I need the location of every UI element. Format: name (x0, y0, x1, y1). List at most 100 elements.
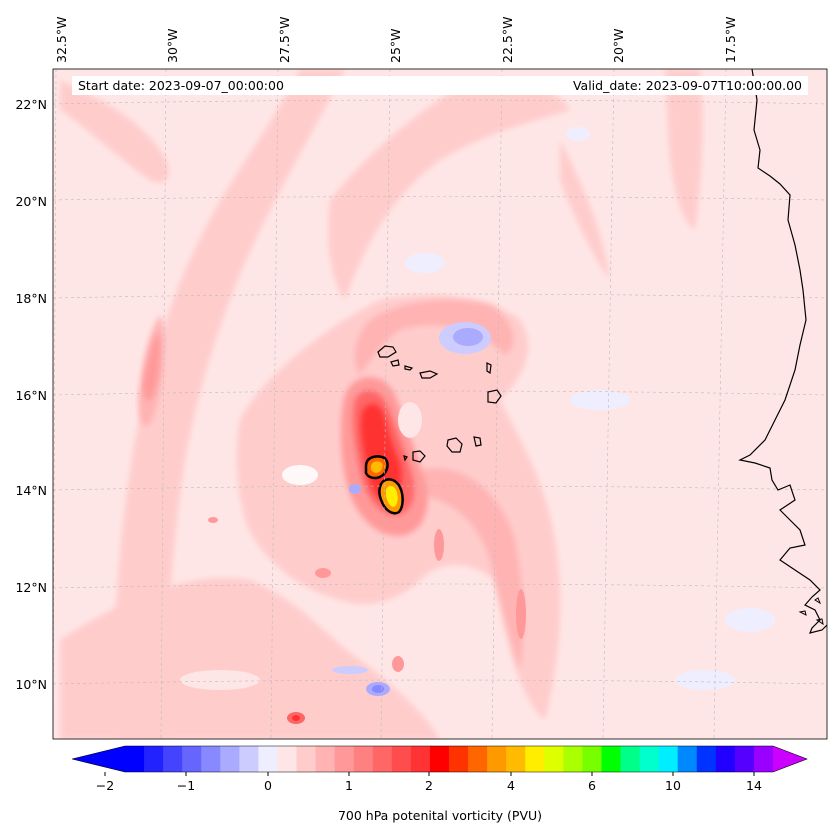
colorbar-swatch (696, 746, 717, 772)
pv-hot-core-south-inner (386, 485, 398, 507)
colorbar-swatch (239, 746, 259, 772)
colorbar: −2 −1 0 1 2 4 6 10 14 (71, 745, 808, 793)
colorbar-swatch (525, 746, 545, 772)
lat-label: 22°N (15, 97, 47, 112)
colorbar-swatch (449, 746, 469, 772)
colorbar-swatch (258, 746, 278, 772)
pv-hot-core-contour (364, 455, 404, 515)
pv-north-arc (60, 80, 169, 183)
colorbar-swatch (582, 746, 602, 772)
valid-date-label: Valid_date: 2023-09-07T10:00:00.00 (402, 76, 808, 95)
colorbar-swatch (201, 746, 221, 772)
colorbar-swatch (639, 746, 660, 772)
colorbar-swatch (353, 746, 374, 772)
pv-north-strip (328, 79, 570, 300)
pv-neg-patch (570, 390, 630, 410)
colorbar-swatch (506, 746, 526, 772)
colorbar-swatch (487, 746, 507, 772)
lat-label: 12°N (15, 580, 47, 595)
pv-band-west-core2 (143, 332, 161, 401)
colorbar-swatch (715, 746, 736, 772)
lat-label: 20°N (15, 194, 47, 209)
colorbar-swatch (315, 746, 336, 772)
lat-label: 10°N (15, 677, 47, 692)
colorbar-over-arrow (773, 746, 807, 772)
colorbar-tick-label: 10 (665, 778, 681, 793)
colorbar-under-arrow (72, 746, 125, 772)
pv-gap (180, 670, 260, 690)
pv-spot (516, 589, 526, 639)
colorbar-tick-label: −2 (96, 778, 114, 793)
pv-neg-patch (349, 484, 361, 494)
colorbar-swatch (372, 746, 393, 772)
lat-label: 16°N (15, 388, 47, 403)
graticule (53, 69, 827, 739)
pv-neg-patch (675, 670, 735, 690)
longitude-labels: 32.5°W 30°W 27.5°W 25°W 22.5°W 20°W 17.5… (54, 17, 738, 63)
colorbar-swatch (182, 746, 202, 772)
lon-label: 30°W (165, 28, 180, 63)
colorbar-swatch (677, 746, 698, 772)
lon-label: 27.5°W (277, 17, 292, 63)
colorbar-tick-label: −1 (177, 778, 195, 793)
colorbar-swatch (753, 746, 774, 772)
colorbar-swatch (410, 746, 431, 772)
colorbar-swatch (296, 746, 317, 772)
lon-label: 25°W (388, 28, 403, 63)
colorbar-swatch (144, 746, 164, 772)
pv-south-region (60, 578, 440, 739)
colorbar-swatch (220, 746, 240, 772)
latitude-labels: 22°N 20°N 18°N 16°N 14°N 12°N 10°N (15, 97, 47, 692)
pv-neg-patch (332, 666, 368, 674)
pv-neg-patch (566, 127, 590, 141)
coastline-bijagos (798, 597, 824, 626)
lon-label: 22.5°W (500, 17, 515, 63)
start-date-label: Start date: 2023-09-07_00:00:00 (72, 76, 408, 95)
pv-neg-patch (453, 328, 483, 346)
pv-neg-patch (372, 685, 384, 693)
colorbar-tick-label: 4 (507, 778, 515, 793)
pv-rainband (420, 468, 524, 670)
pv-spot (315, 568, 331, 578)
colorbar-swatch (734, 746, 755, 772)
colorbar-swatch (334, 746, 355, 772)
pv-spot (292, 715, 300, 721)
pv-filled-contours (53, 69, 827, 739)
pv-spot (392, 656, 404, 672)
coastline-cape-verde (377, 345, 502, 463)
colorbar-swatch (391, 746, 412, 772)
colorbar-swatch (429, 746, 450, 772)
colorbar-swatch (544, 746, 564, 772)
pv-gap (282, 465, 318, 485)
lat-label: 14°N (15, 483, 47, 498)
pv-neg-patch (405, 253, 445, 273)
pv-hot-core-north-inner (370, 461, 383, 473)
lon-label: 32.5°W (54, 17, 69, 63)
colorbar-swatch (125, 746, 145, 772)
colorbar-tick-label: 1 (345, 778, 353, 793)
colorbar-swatch (563, 746, 583, 772)
coastline-west-africa (738, 69, 827, 634)
colorbar-swatch (468, 746, 488, 772)
lon-label: 20°W (611, 28, 626, 63)
pv-east-strip (665, 69, 703, 230)
colorbar-swatch (163, 746, 183, 772)
pv-spot (434, 529, 444, 561)
colorbar-tick-label: 0 (264, 778, 272, 793)
plot-border (52, 68, 828, 740)
colorbar-outline (71, 745, 808, 773)
pv-ring-north (354, 300, 514, 375)
colorbar-tick-label: 14 (746, 778, 762, 793)
pv-gap (398, 402, 422, 438)
lat-label: 18°N (15, 291, 47, 306)
colorbar-swatch (658, 746, 679, 772)
colorbar-tick-label: 2 (425, 778, 433, 793)
pv-east-strip2 (560, 140, 610, 280)
colorbar-swatch (620, 746, 641, 772)
colorbar-swatch (601, 746, 622, 772)
pv-spot (208, 517, 218, 523)
colorbar-swatch (277, 746, 298, 772)
colorbar-tick-label: 6 (588, 778, 596, 793)
pv-neg-patch (725, 608, 775, 632)
